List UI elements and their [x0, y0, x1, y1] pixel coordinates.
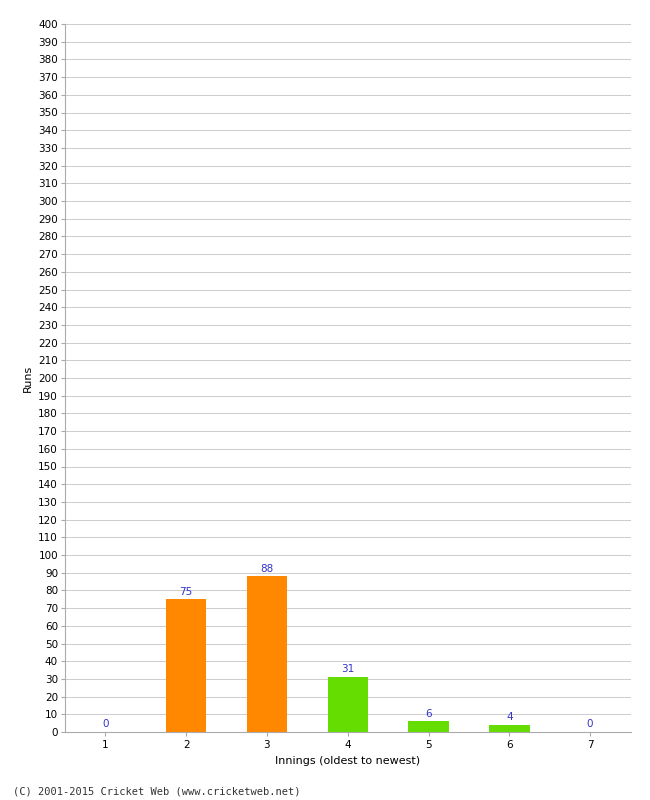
Text: 6: 6 — [425, 709, 432, 718]
Text: 75: 75 — [179, 586, 193, 597]
Text: 4: 4 — [506, 712, 513, 722]
Text: 0: 0 — [587, 719, 593, 730]
Text: 31: 31 — [341, 665, 354, 674]
Bar — [247, 576, 287, 732]
Bar — [328, 677, 368, 732]
X-axis label: Innings (oldest to newest): Innings (oldest to newest) — [275, 756, 421, 766]
Bar — [408, 722, 448, 732]
Y-axis label: Runs: Runs — [23, 364, 32, 392]
Text: 88: 88 — [261, 563, 274, 574]
Text: (C) 2001-2015 Cricket Web (www.cricketweb.net): (C) 2001-2015 Cricket Web (www.cricketwe… — [13, 786, 300, 796]
Text: 0: 0 — [102, 719, 109, 730]
Bar — [489, 725, 530, 732]
Bar — [166, 599, 207, 732]
